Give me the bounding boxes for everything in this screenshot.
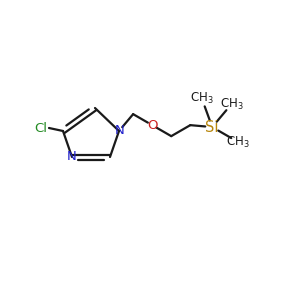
Text: CH$_3$: CH$_3$ (220, 97, 243, 112)
Text: CH$_3$: CH$_3$ (226, 134, 250, 150)
Text: Cl: Cl (34, 122, 47, 134)
Text: N: N (67, 151, 77, 164)
Text: Si: Si (206, 120, 219, 135)
Text: O: O (147, 118, 158, 132)
Text: N: N (115, 124, 125, 137)
Text: CH$_3$: CH$_3$ (190, 91, 214, 106)
